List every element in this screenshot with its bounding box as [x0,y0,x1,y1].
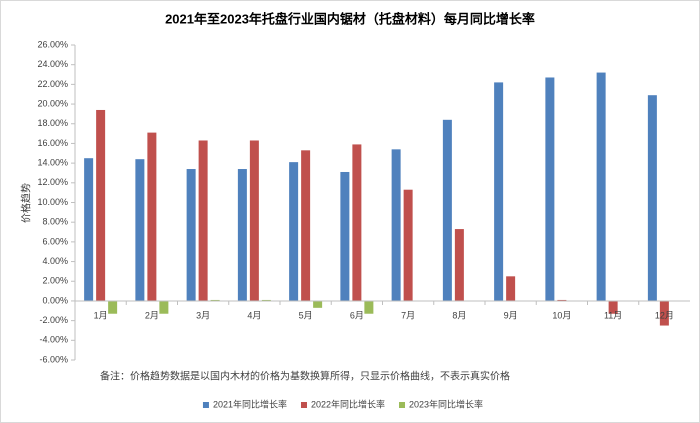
y-tick-label: 12.00% [37,177,68,187]
legend-label: 2022年同比增长率 [311,398,385,409]
bar [289,162,299,301]
x-tick-label: 1月 [94,310,108,320]
x-tick-label: 9月 [504,310,518,320]
y-tick-label: 22.00% [37,79,68,89]
y-tick-label: 8.00% [42,217,68,227]
x-tick-label: 10月 [552,310,571,320]
legend-marker [202,402,209,408]
x-tick-label: 5月 [299,310,313,320]
y-tick-label: 4.00% [42,256,68,266]
x-tick-label: 8月 [452,310,466,320]
bar [237,169,247,301]
bar [301,150,311,301]
x-tick-label: 12月 [655,310,674,320]
chart-title: 2021年至2023年托盘行业国内锯材（托盘材料）每月同比增长率 [165,11,535,26]
y-tick-label: 26.00% [37,39,68,49]
bar [608,300,618,314]
legend-marker [399,402,406,408]
bar [352,144,362,301]
bar [391,149,401,301]
x-tick-label: 7月 [401,310,415,320]
y-tick-label: 24.00% [37,59,68,69]
bar [442,119,452,301]
bar [494,82,504,301]
bar [135,159,145,301]
x-tick-label: 11月 [604,310,622,320]
y-tick-label: 2.00% [42,276,68,286]
legend-label: 2021年同比增长率 [213,398,287,409]
bar [96,109,106,301]
bar [84,158,94,301]
bar [659,300,669,326]
y-tick-label: 0.00% [42,295,68,305]
y-tick-label: 14.00% [37,158,68,168]
legend-marker [300,402,307,408]
bar [340,171,350,301]
y-tick-label: 16.00% [37,138,68,148]
y-tick-label: 6.00% [42,236,68,246]
bar [364,300,374,314]
bar [506,276,516,301]
bar [596,72,606,301]
bar [545,77,555,301]
bar [249,140,259,301]
bar [108,300,118,314]
y-tick-label: -2.00% [39,315,68,325]
bar [198,140,208,301]
x-tick-label: 4月 [247,310,261,320]
legend-label: 2023年同比增长率 [409,398,483,409]
y-tick-label: 18.00% [37,118,68,128]
y-tick-label: -4.00% [39,335,68,345]
bar [186,169,196,301]
y-tick-label: 10.00% [37,197,68,207]
bar [313,300,323,308]
bar [647,95,657,301]
bar [147,132,157,301]
y-tick-label: 20.00% [37,98,68,108]
bar [403,189,413,301]
bar [454,229,464,301]
y-tick-label: -6.00% [39,354,68,364]
y-axis-label: 价格趋势 [20,183,33,223]
x-tick-label: 2月 [145,310,159,320]
x-tick-label: 3月 [196,310,210,320]
bar [159,300,169,314]
x-tick-label: 6月 [350,310,364,320]
note: 备注：价格趋势数据是以国内木材的价格为基数换算所得，只显示价格曲线，不表示真实价… [100,370,510,383]
